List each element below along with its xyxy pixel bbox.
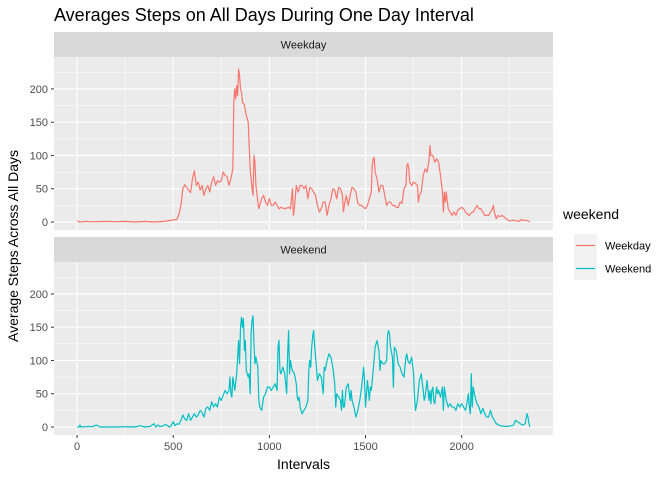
x-tick-label: 0 xyxy=(74,441,80,453)
legend: weekend Weekday Weekend xyxy=(562,206,651,280)
y-tick-label: 150 xyxy=(30,117,48,129)
facet-strip-weekend xyxy=(54,237,553,262)
grid-weekday xyxy=(54,57,553,230)
x-tick-label: 2000 xyxy=(449,441,473,453)
panel-weekday xyxy=(54,57,553,230)
y-tick-label: 50 xyxy=(36,184,48,196)
x-tick-label: 1500 xyxy=(353,441,377,453)
x-tick-label: 500 xyxy=(164,441,182,453)
x-axis-title: Intervals xyxy=(277,456,330,472)
y-tick-label: 0 xyxy=(42,217,48,229)
series-line-weekend xyxy=(77,315,531,428)
grid-weekend xyxy=(54,262,553,435)
y-axis-weekend: 0 50 100 150 200 xyxy=(30,289,54,434)
facet-label-weekend: Weekend xyxy=(280,245,326,257)
y-axis-weekday: 0 50 100 150 200 xyxy=(30,84,54,229)
chart-title: Averages Steps on All Days During One Da… xyxy=(54,5,474,25)
y-tick-label: 200 xyxy=(30,84,48,96)
facet-strip-weekday xyxy=(54,32,553,57)
series-line-weekday xyxy=(76,68,531,223)
x-tick-label: 1000 xyxy=(257,441,281,453)
y-tick-label: 150 xyxy=(30,322,48,334)
legend-label-weekday: Weekday xyxy=(605,241,651,253)
series-weekend-layer xyxy=(77,315,531,428)
y-tick-label: 100 xyxy=(30,150,48,162)
x-axis: 0 500 1000 1500 2000 xyxy=(74,435,474,453)
legend-label-weekend: Weekend xyxy=(605,264,651,276)
panel-weekend xyxy=(54,262,553,435)
y-tick-label: 200 xyxy=(30,289,48,301)
y-axis-title: Average Steps Across All Days xyxy=(5,150,21,342)
legend-title: weekend xyxy=(562,206,619,222)
series-weekday-layer xyxy=(76,68,531,223)
y-tick-label: 50 xyxy=(36,389,48,401)
y-tick-label: 0 xyxy=(42,422,48,434)
y-tick-label: 100 xyxy=(30,355,48,367)
facet-label-weekday: Weekday xyxy=(281,40,327,52)
